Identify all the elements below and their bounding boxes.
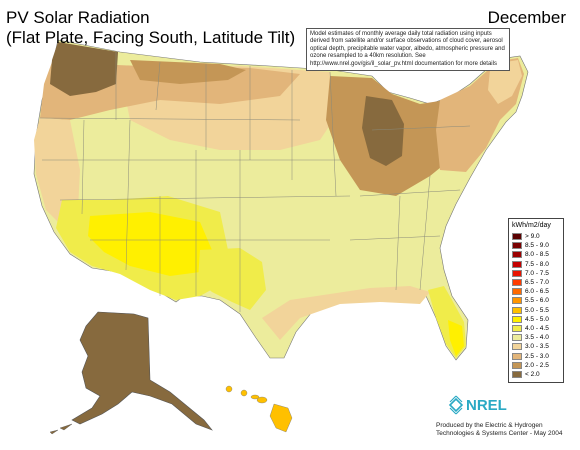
legend-label: 2.5 - 3.0 xyxy=(525,352,549,360)
legend-item: 4.0 - 4.5 xyxy=(512,324,560,333)
legend-item: 2.0 - 2.5 xyxy=(512,361,560,370)
legend-item: 8.0 - 8.5 xyxy=(512,250,560,259)
legend-item: 3.0 - 3.5 xyxy=(512,342,560,351)
legend-swatch xyxy=(512,233,522,241)
map-region-washington xyxy=(50,42,118,96)
legend-label: 7.5 - 8.0 xyxy=(525,260,549,268)
legend-label: 3.0 - 3.5 xyxy=(525,343,549,351)
methodology-note: Model estimates of monthly average daily… xyxy=(306,28,510,72)
legend-item: < 2.0 xyxy=(512,370,560,379)
legend-item: 6.0 - 6.5 xyxy=(512,287,560,296)
legend-label: 3.5 - 4.0 xyxy=(525,334,549,342)
map-region-alaska xyxy=(71,311,213,431)
hawaii-island-big xyxy=(269,403,293,433)
legend-swatch xyxy=(512,352,522,360)
map-region-west-coast xyxy=(34,118,80,226)
legend-label: > 9.0 xyxy=(525,233,540,241)
hawaii-inset xyxy=(225,385,293,433)
legend-swatch xyxy=(512,370,522,378)
legend-swatch xyxy=(512,324,522,332)
legend-label: 6.5 - 7.0 xyxy=(525,279,549,287)
hawaii-island-oahu xyxy=(240,389,248,397)
state-boundaries xyxy=(39,52,471,312)
legend-label: < 2.0 xyxy=(525,370,540,378)
legend-label: 5.5 - 6.0 xyxy=(525,297,549,305)
legend-swatch xyxy=(512,251,522,259)
legend-swatch xyxy=(512,361,522,369)
legend-label: 2.0 - 2.5 xyxy=(525,361,549,369)
legend-item: 7.5 - 8.0 xyxy=(512,260,560,269)
map-region-texas-west xyxy=(198,248,266,310)
legend-item: 4.5 - 5.0 xyxy=(512,315,560,324)
legend-swatch xyxy=(512,343,522,351)
hawaii-island-molokai xyxy=(250,394,260,400)
map-legend: kWh/m2/day > 9.0 8.5 - 9.0 8.0 - 8.5 7.5 - … xyxy=(508,218,564,383)
legend-swatch xyxy=(512,279,522,287)
credit-text: Produced by the Electric & Hydrogen Tech… xyxy=(436,422,563,437)
legend-item: 3.5 - 4.0 xyxy=(512,333,560,342)
legend-label: 4.5 - 5.0 xyxy=(525,315,549,323)
alaska-inset xyxy=(49,311,213,435)
legend-swatch xyxy=(512,334,522,342)
map-title: PV Solar Radiation (Flat Plate, Facing S… xyxy=(6,8,296,47)
map-region-florida-south xyxy=(448,320,464,356)
legend-item: 6.5 - 7.0 xyxy=(512,278,560,287)
legend-swatch xyxy=(512,269,522,277)
legend-item: 2.5 - 3.0 xyxy=(512,351,560,360)
legend-label: 7.0 - 7.5 xyxy=(525,269,549,277)
legend-item: > 9.0 xyxy=(512,232,560,241)
legend-item: 5.5 - 6.0 xyxy=(512,296,560,305)
nrel-logo: NREL xyxy=(448,395,507,415)
map-region-gulf-coast xyxy=(262,286,430,340)
legend-swatch xyxy=(512,315,522,323)
legend-swatch xyxy=(512,260,522,268)
legend-title: kWh/m2/day xyxy=(512,222,551,229)
legend-swatch xyxy=(512,297,522,305)
hawaii-island-kauai xyxy=(225,385,233,393)
nrel-logo-mark xyxy=(448,395,464,415)
legend-item: 5.0 - 5.5 xyxy=(512,306,560,315)
hawaii-island-maui xyxy=(256,396,268,404)
legend-swatch xyxy=(512,242,522,250)
map-month: December xyxy=(487,8,566,27)
legend-label: 6.0 - 6.5 xyxy=(525,288,549,296)
map-region-southwest-core xyxy=(88,212,212,276)
legend-label: 4.0 - 4.5 xyxy=(525,324,549,332)
nrel-logo-text: NREL xyxy=(466,397,507,414)
legend-item: 8.5 - 9.0 xyxy=(512,241,560,250)
legend-item: 7.0 - 7.5 xyxy=(512,269,560,278)
legend-label: 8.0 - 8.5 xyxy=(525,251,549,259)
legend-swatch xyxy=(512,306,522,314)
legend-label: 8.5 - 9.0 xyxy=(525,242,549,250)
legend-swatch xyxy=(512,288,522,296)
contiguous-us xyxy=(33,39,529,361)
map-region-michigan xyxy=(362,96,404,166)
legend-label: 5.0 - 5.5 xyxy=(525,306,549,314)
map-region-montana-north xyxy=(130,60,246,84)
